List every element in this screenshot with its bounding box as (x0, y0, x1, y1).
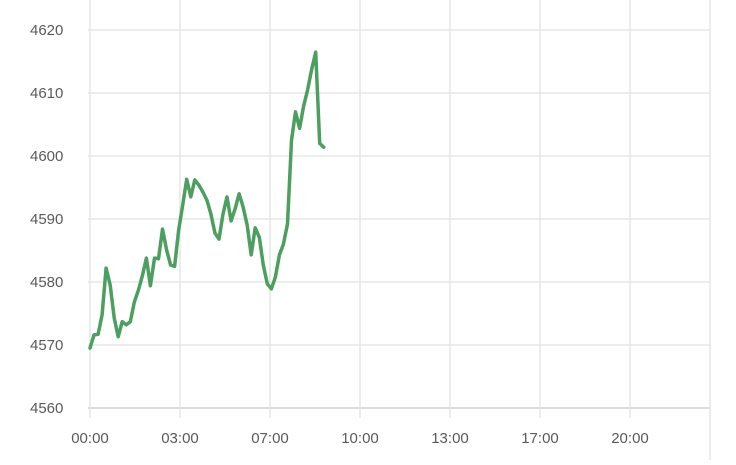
x-axis: 00:00 03:00 07:00 10:00 13:00 17:00 20:00 (71, 430, 649, 447)
x-tick-label: 20:00 (611, 430, 649, 447)
y-tick-label: 4570 (30, 337, 63, 354)
series-line (88, 50, 326, 350)
x-tick-label: 07:00 (251, 430, 289, 447)
x-tick-label: 00:00 (71, 430, 109, 447)
x-tick-label: 10:00 (341, 430, 379, 447)
y-tick-label: 4600 (30, 148, 63, 165)
y-tick-label: 4590 (30, 211, 63, 228)
x-tick-label: 13:00 (431, 430, 469, 447)
y-tick-label: 4560 (30, 400, 63, 417)
grid (88, 0, 711, 460)
x-tick-label: 03:00 (161, 430, 199, 447)
y-tick-label: 4580 (30, 274, 63, 291)
y-tick-label: 4610 (30, 85, 63, 102)
x-tick-label: 17:00 (521, 430, 559, 447)
y-tick-label: 4620 (30, 22, 63, 39)
y-axis: 4560 4570 4580 4590 4600 4610 4620 (30, 22, 63, 417)
